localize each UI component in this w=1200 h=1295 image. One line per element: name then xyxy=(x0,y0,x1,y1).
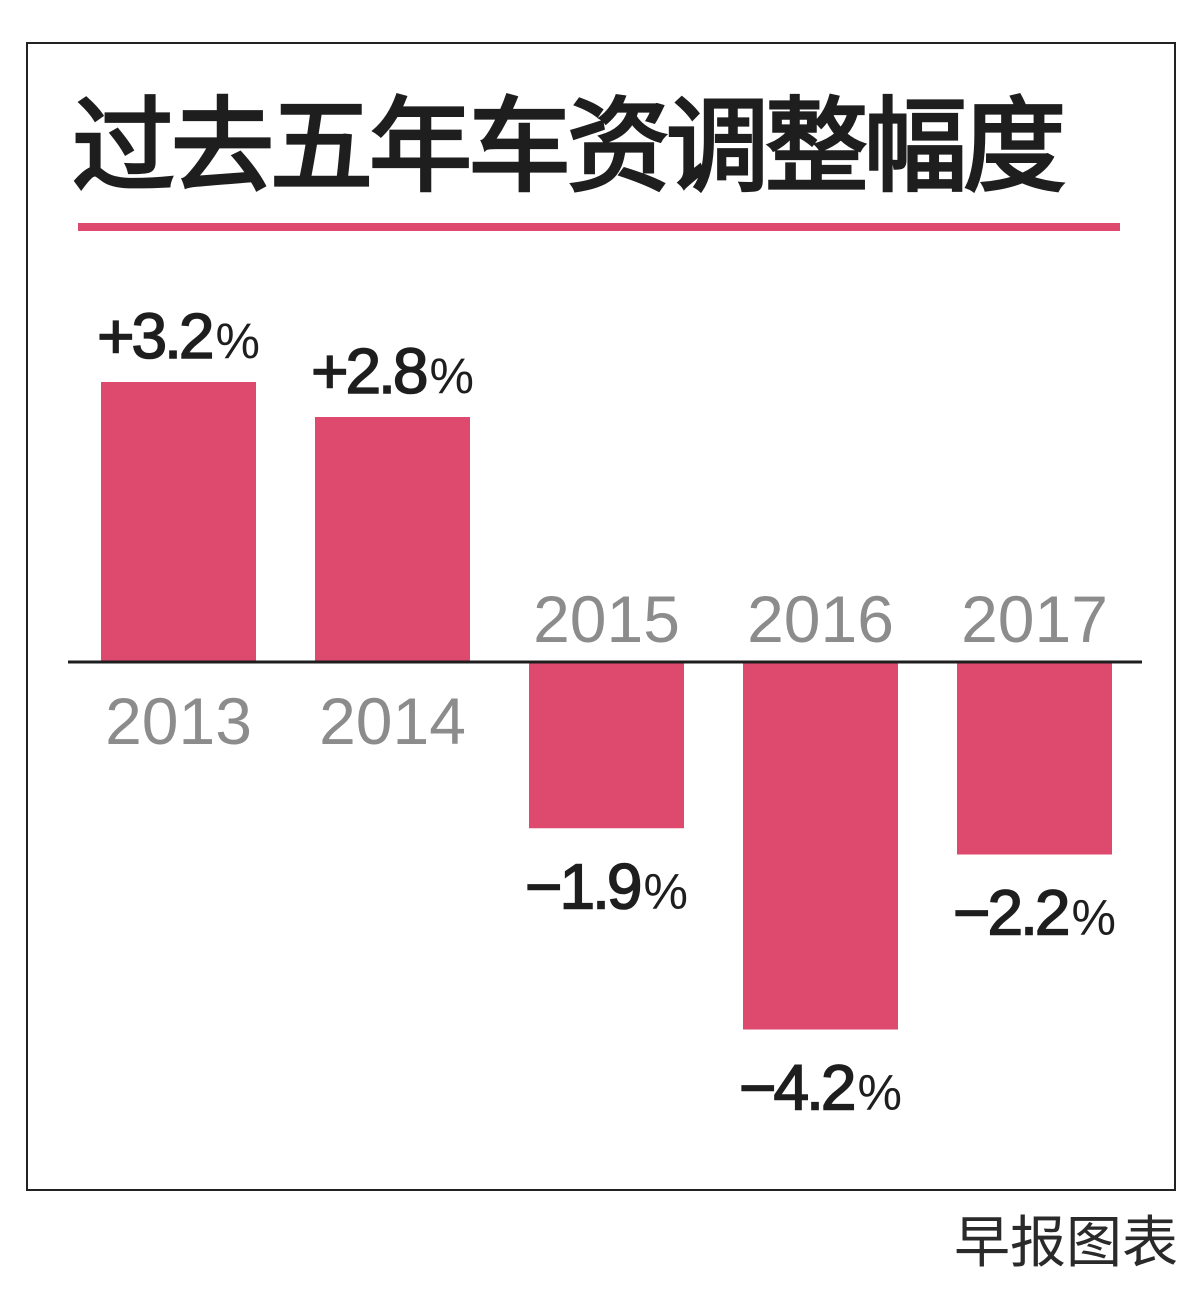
year-label-2013: 2013 xyxy=(105,684,252,758)
labels-layer: +3.2% 2013 +2.8% 2014 −1.9% 2015 −4.2% 2016 −2.2… xyxy=(96,299,1116,1124)
value-label-2014: +2.8% xyxy=(311,335,474,407)
bar-2016 xyxy=(743,662,898,1030)
value-label-2015: −1.9% xyxy=(525,850,688,922)
bar-2014 xyxy=(315,417,470,662)
source-note: 早报图表 xyxy=(954,1211,1178,1276)
title-rule xyxy=(78,223,1120,231)
value-label-2016: −4.2% xyxy=(739,1052,902,1124)
bar-2013 xyxy=(101,382,256,662)
year-label-2017: 2017 xyxy=(961,582,1108,656)
bar-2017 xyxy=(957,662,1112,855)
bars-layer xyxy=(101,382,1112,1030)
chart-title: 过去五年车资调整幅度 xyxy=(72,87,1066,207)
year-label-2016: 2016 xyxy=(747,582,894,656)
value-label-2017: −2.2% xyxy=(953,877,1116,949)
bar-2015 xyxy=(529,662,684,829)
value-label-2013: +3.2% xyxy=(97,300,260,372)
year-label-2014: 2014 xyxy=(319,684,466,758)
year-label-2015: 2015 xyxy=(533,582,680,656)
